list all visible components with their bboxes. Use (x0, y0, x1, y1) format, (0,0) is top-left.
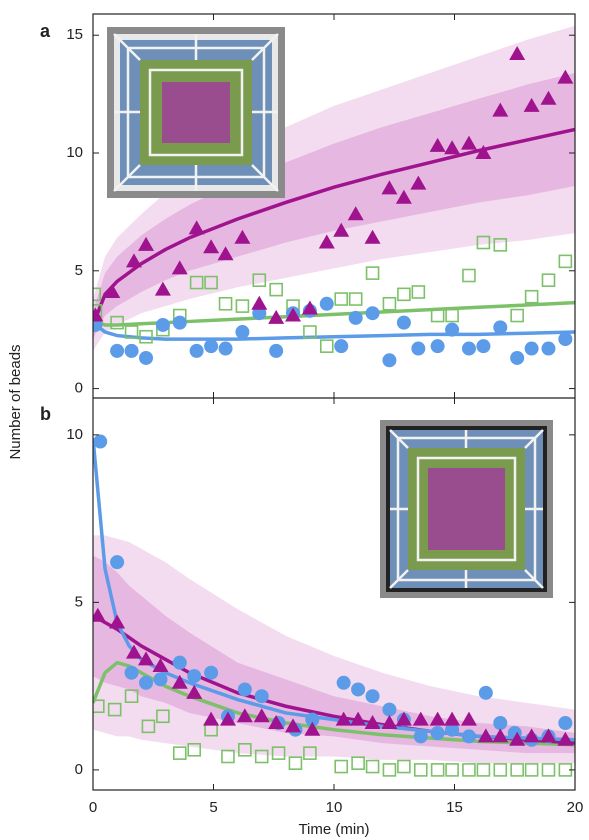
data-point (204, 339, 218, 353)
data-point (542, 764, 554, 776)
y-tick-label: 10 (66, 426, 83, 443)
data-point (139, 676, 153, 690)
data-point (398, 761, 410, 773)
data-point (542, 274, 554, 286)
x-tick-label: 15 (446, 799, 463, 816)
data-point (236, 300, 248, 312)
data-point (220, 298, 232, 310)
y-tick-label: 0 (75, 761, 83, 778)
inset-image-b (380, 420, 553, 598)
y-tick-label: 5 (75, 262, 83, 279)
data-point (173, 656, 187, 670)
data-point (525, 342, 539, 356)
data-point (255, 689, 269, 703)
data-point (526, 291, 538, 303)
data-point (337, 676, 351, 690)
data-point (432, 310, 444, 322)
data-point (110, 344, 124, 358)
data-point (335, 761, 347, 773)
data-point (320, 297, 334, 311)
data-point (397, 316, 411, 330)
data-point (335, 293, 347, 305)
data-point (204, 666, 218, 680)
data-point (251, 296, 267, 310)
data-point (351, 682, 365, 696)
data-point (270, 284, 282, 296)
data-point (494, 764, 506, 776)
data-point (558, 716, 572, 730)
data-point (350, 293, 362, 305)
x-tick-label: 5 (209, 799, 217, 816)
data-point (414, 729, 428, 743)
data-point (462, 729, 476, 743)
data-point (476, 339, 490, 353)
data-point (511, 764, 523, 776)
data-point (411, 342, 425, 356)
data-point (463, 764, 475, 776)
data-point (382, 353, 396, 367)
y-tick-label: 10 (66, 144, 83, 161)
y-tick-label: 5 (75, 593, 83, 610)
y-axis-label: Number of beads (7, 344, 24, 459)
data-point (493, 716, 507, 730)
data-point (463, 269, 475, 281)
data-point (462, 342, 476, 356)
data-point (125, 666, 139, 680)
data-point (446, 764, 458, 776)
data-point (383, 298, 395, 310)
data-point (235, 325, 249, 339)
data-point (431, 726, 445, 740)
data-point (526, 764, 538, 776)
x-tick-label: 0 (89, 799, 97, 816)
data-point (446, 310, 458, 322)
data-point (383, 764, 395, 776)
data-point (511, 310, 523, 322)
figure: a b Number of beads Time (min) 0 5 10 15 0 5 1… (0, 0, 589, 840)
panel-label: b (40, 404, 51, 424)
x-tick-label: 20 (567, 799, 584, 816)
inset-image-a (107, 27, 285, 198)
data-point (559, 255, 571, 267)
data-point (334, 339, 348, 353)
data-point (190, 344, 204, 358)
data-point (156, 318, 170, 332)
data-point (415, 764, 427, 776)
data-point (479, 686, 493, 700)
data-point (219, 342, 233, 356)
data-point (321, 340, 333, 352)
data-point (398, 288, 410, 300)
data-point (187, 669, 201, 683)
data-point (93, 435, 107, 449)
data-point (382, 703, 396, 717)
data-point (366, 689, 380, 703)
x-axis-label: Time (min) (298, 821, 369, 838)
data-point (173, 316, 187, 330)
panel-label: a (40, 21, 51, 41)
y-tick-label: 0 (75, 380, 83, 397)
data-point (110, 555, 124, 569)
y-tick-label: 15 (66, 26, 83, 43)
data-point (558, 332, 572, 346)
data-point (412, 286, 424, 298)
data-point (139, 351, 153, 365)
x-tick-label: 10 (326, 799, 343, 816)
data-point (366, 306, 380, 320)
data-point (289, 757, 301, 769)
data-point (174, 747, 186, 759)
data-point (349, 311, 363, 325)
data-point (269, 344, 283, 358)
data-point (367, 267, 379, 279)
data-point (352, 757, 364, 769)
data-point (431, 339, 445, 353)
data-point (153, 672, 167, 686)
data-point (125, 344, 139, 358)
data-point (367, 761, 379, 773)
data-point (238, 682, 252, 696)
data-point (541, 342, 555, 356)
data-point (477, 764, 489, 776)
data-point (432, 764, 444, 776)
data-point (510, 351, 524, 365)
data-point (445, 323, 459, 337)
data-point (493, 320, 507, 334)
